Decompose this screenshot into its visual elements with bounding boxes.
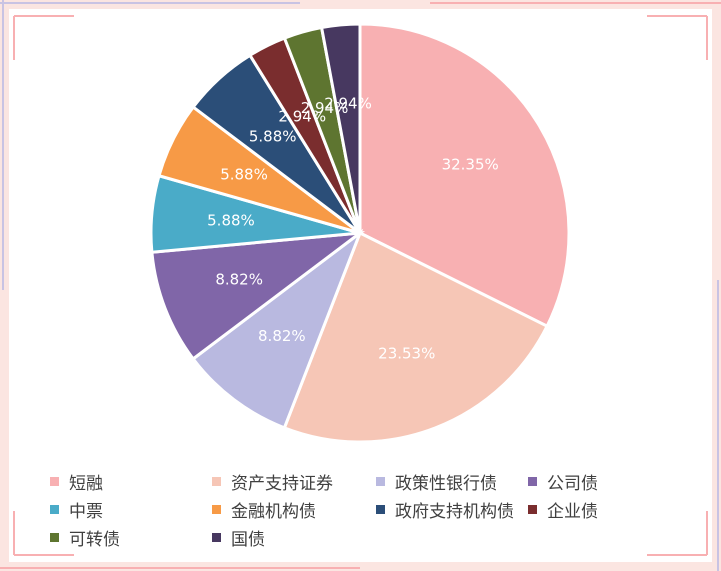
data-label-7: 2.94% xyxy=(278,107,326,125)
legend-swatch-5 xyxy=(212,504,221,514)
data-label-2: 8.82% xyxy=(258,327,306,345)
pie-slice-3 xyxy=(150,231,366,361)
legend-swatch-8 xyxy=(50,532,59,542)
pie-slice-0 xyxy=(358,22,571,329)
legend-label-2: 政策性银行债 xyxy=(395,473,497,494)
legend-item-6: 政府支持机构债 xyxy=(376,496,514,522)
legend-swatch-2 xyxy=(376,476,385,486)
legend-swatch-0 xyxy=(50,476,59,486)
legend-swatch-9 xyxy=(212,532,221,542)
legend-item-7: 企业债 xyxy=(528,496,598,522)
legend-swatch-4 xyxy=(50,504,59,514)
pie-slice-1 xyxy=(282,230,550,444)
legend-item-5: 金融机构债 xyxy=(212,496,316,522)
legend-item-3: 公司债 xyxy=(528,468,598,494)
data-label-6: 5.88% xyxy=(249,128,297,146)
legend-swatch-1 xyxy=(212,476,221,486)
data-label-9: 2.94% xyxy=(324,94,372,112)
legend-item-8: 可转债 xyxy=(50,524,120,550)
legend-item-4: 中票 xyxy=(50,496,103,522)
legend-label-7: 企业债 xyxy=(547,501,598,522)
legend-label-1: 资产支持证券 xyxy=(231,473,333,494)
legend-label-8: 可转债 xyxy=(69,529,120,550)
pie-slice-2 xyxy=(191,228,364,430)
legend-label-4: 中票 xyxy=(69,501,103,522)
legend-label-6: 政府支持机构债 xyxy=(395,501,514,522)
legend-swatch-7 xyxy=(528,504,537,514)
data-label-1: 23.53% xyxy=(378,344,435,362)
data-label-0: 32.35% xyxy=(442,155,499,173)
legend-item-9: 国债 xyxy=(212,524,265,550)
pie-slice-9 xyxy=(319,22,362,234)
data-label-4: 5.88% xyxy=(207,212,255,230)
legend-item-1: 资产支持证券 xyxy=(212,468,333,494)
data-label-5: 5.88% xyxy=(220,166,268,184)
data-label-8: 2.94% xyxy=(301,99,349,117)
legend-label-5: 金融机构债 xyxy=(231,501,316,522)
legend-label-0: 短融 xyxy=(69,473,103,494)
legend-item-0: 短融 xyxy=(50,468,103,494)
legend-swatch-6 xyxy=(376,504,385,514)
legend-label-9: 国债 xyxy=(231,529,265,550)
data-label-3: 8.82% xyxy=(215,270,263,288)
legend-swatch-3 xyxy=(528,476,537,486)
legend-label-3: 公司债 xyxy=(547,473,598,494)
legend-item-2: 政策性银行债 xyxy=(376,468,497,494)
